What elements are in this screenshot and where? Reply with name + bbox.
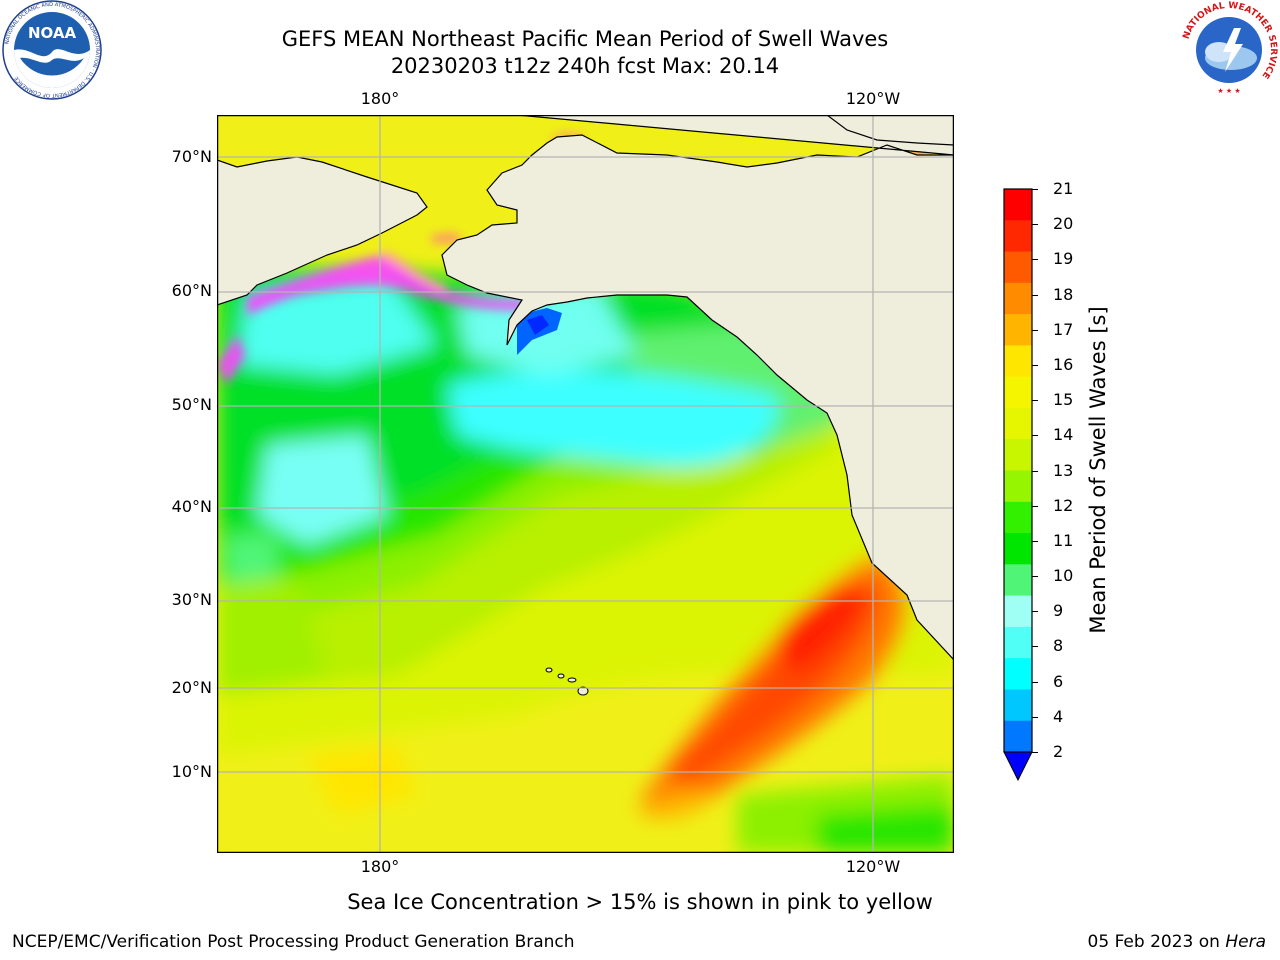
colorbar-tick-mark: [1032, 611, 1038, 613]
map-title: GEFS MEAN Northeast Pacific Mean Period …: [281, 27, 889, 51]
lon-label-top-120w: 120°W: [845, 89, 901, 108]
colorbar-block: [1004, 658, 1032, 690]
run-date-text: 05 Feb 2023 on: [1087, 932, 1226, 952]
nws-logo: NATIONAL WEATHER SERVICE ★ ★ ★: [1180, 1, 1278, 99]
colorbar-tick-mark: [1032, 540, 1038, 542]
lat-label-30n: 30°N: [171, 590, 212, 609]
colorbar-tick-label: 14: [1053, 425, 1074, 445]
map-subtitle: 20230203 t12z 240h fcst Max: 20.14: [390, 54, 780, 78]
colorbar-tick-label: 6: [1053, 671, 1064, 691]
colorbar-block: [1004, 533, 1032, 565]
colorbar-block: [1004, 689, 1032, 722]
colorbar-tick-mark: [1032, 364, 1038, 366]
lat-label-40n: 40°N: [171, 497, 212, 516]
colorbar-title: Mean Period of Swell Waves [s]: [1086, 306, 1110, 634]
land-mass: [217, 115, 954, 661]
colorbar-block: [1004, 220, 1032, 253]
colorbar-tick-mark: [1032, 646, 1038, 648]
noaa-logo: NATIONAL OCEANIC AND ATMOSPHERIC ADMINIS…: [2, 0, 102, 100]
colorbar-tick-mark: [1032, 576, 1038, 578]
lat-label-10n: 10°N: [171, 762, 212, 781]
run-date: 05 Feb 2023 on Hera: [1088, 932, 1266, 952]
colorbar-tick-mark: [1032, 752, 1038, 753]
graticule: [217, 115, 954, 853]
lon-label-bottom-180: 180°: [360, 857, 400, 876]
sea-ice-note: Sea Ice Concentration > 15% is shown in …: [347, 890, 933, 914]
colorbar-tick-label: 11: [1053, 530, 1074, 550]
colorbar-tick-label: 21: [1053, 179, 1074, 198]
lat-label-70n: 70°N: [171, 147, 212, 166]
lat-label-60n: 60°N: [171, 281, 212, 300]
lon-label-top-180: 180°: [360, 89, 400, 108]
credit-text: NCEP/EMC/Verification Post Processing Pr…: [12, 932, 575, 952]
colorbar-tick-mark: [1032, 224, 1038, 226]
colorbar-tick-label: 2: [1053, 742, 1064, 761]
colorbar-tick-mark: [1032, 189, 1038, 190]
colorbar-tick-mark: [1032, 716, 1038, 718]
colorbar-tick-mark: [1032, 681, 1038, 683]
hawaii-islands: [545, 667, 589, 696]
colorbar-block: [1004, 595, 1032, 628]
colorbar-tick-label: 15: [1053, 390, 1074, 410]
colorbar-tick-label: 12: [1053, 495, 1074, 515]
lat-label-50n: 50°N: [171, 395, 212, 414]
colorbar-block: [1004, 345, 1032, 378]
lat-label-20n: 20°N: [171, 678, 212, 697]
swell-8s-zone: [237, 275, 437, 375]
colorbar-tick-label: 9: [1053, 601, 1064, 621]
colorbar-tick-mark: [1032, 435, 1038, 437]
colorbar-block: [1004, 189, 1032, 221]
colorbar-tick-label: 4: [1053, 706, 1064, 726]
colorbar-tick-label: 17: [1053, 319, 1074, 339]
colorbar-block: [1004, 251, 1032, 284]
colorbar-tick-mark: [1032, 294, 1038, 296]
colorbar-block: [1004, 470, 1032, 503]
colorbar-tick-mark: [1032, 505, 1038, 507]
svg-text:★ ★ ★: ★ ★ ★: [1217, 87, 1240, 95]
colorbar-block: [1004, 501, 1032, 534]
colorbar-tick-label: 18: [1053, 284, 1074, 304]
colorbar-tick-label: 10: [1053, 566, 1074, 586]
colorbar-block: [1004, 439, 1032, 471]
colorbar-block: [1004, 376, 1032, 409]
colorbar-block: [1004, 282, 1032, 315]
colorbar-extend-arrow: [1003, 751, 1033, 782]
colorbar-block: [1004, 314, 1032, 346]
colorbar-tick-label: 13: [1053, 460, 1074, 480]
colorbar-tick-label: 20: [1053, 214, 1074, 234]
lon-label-bottom-120w: 120°W: [845, 857, 901, 876]
colorbar-tick-label: 8: [1053, 636, 1064, 656]
colorbar-tick-mark: [1032, 259, 1038, 261]
colorbar-block: [1004, 407, 1032, 440]
map-panel: [217, 115, 954, 853]
colorbar-tick-label: 19: [1053, 249, 1074, 269]
colorbar-block: [1004, 720, 1032, 753]
colorbar: [1003, 188, 1033, 782]
run-host: Hera: [1225, 932, 1266, 952]
colorbar-tick-label: 16: [1053, 354, 1074, 374]
colorbar-tick-mark: [1032, 470, 1038, 472]
colorbar-tick-mark: [1032, 400, 1038, 402]
colorbar-block: [1004, 564, 1032, 597]
colorbar-tick-mark: [1032, 329, 1038, 331]
swell-20s-zone: [777, 587, 867, 675]
noaa-logo-text: NOAA: [28, 24, 77, 42]
colorbar-block: [1004, 626, 1032, 659]
